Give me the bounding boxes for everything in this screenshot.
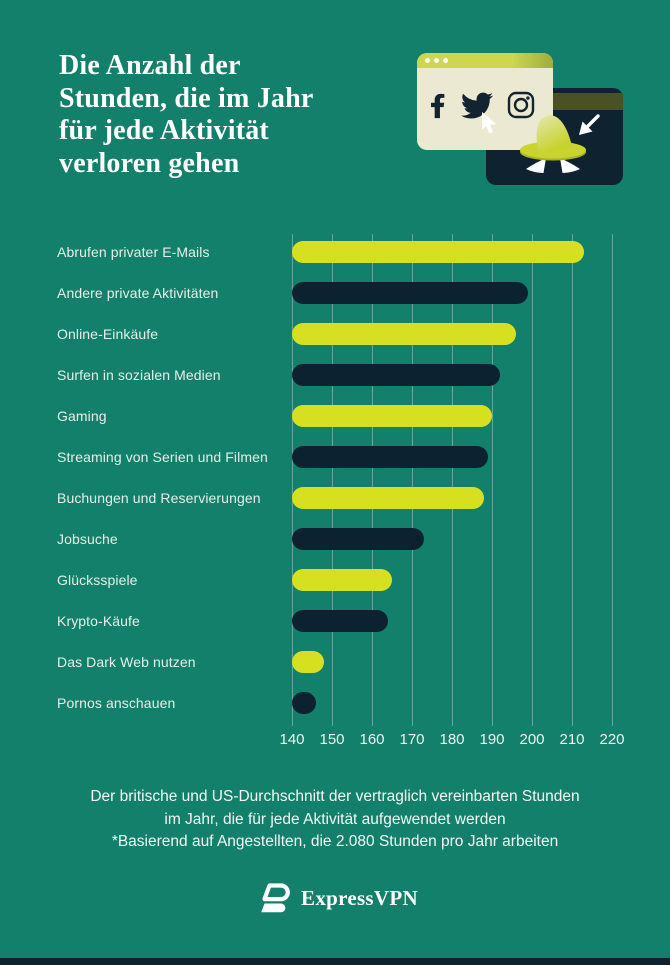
instagram-icon xyxy=(507,91,535,119)
spy-eyes-icon xyxy=(526,158,580,173)
category-label: Surfen in sozialen Medien xyxy=(57,367,221,383)
bar-8 xyxy=(292,528,424,550)
facebook-icon xyxy=(431,93,445,119)
gridline xyxy=(451,234,453,726)
category-label: Glücksspiele xyxy=(57,572,138,588)
spy-hat-icon xyxy=(520,115,586,161)
category-label: Jobsuche xyxy=(57,531,118,547)
caption-line: *Basierend auf Angestellten, die 2.080 S… xyxy=(111,833,559,850)
mouse-cursor-icon xyxy=(482,112,497,134)
title-line: für jede Aktivität xyxy=(59,115,269,146)
x-axis-tick-label: 140 xyxy=(279,731,305,748)
caption-line: im Jahr, die für jede Aktivität aufgewen… xyxy=(164,810,506,828)
category-label: Pornos anschauen xyxy=(57,695,176,711)
bar-10 xyxy=(292,610,388,632)
category-label: Abrufen privater E-Mails xyxy=(57,244,210,260)
gridline xyxy=(571,234,573,726)
caption-line: Der britische und US-Durchschnitt der ve… xyxy=(90,788,580,805)
browser-window xyxy=(417,53,553,150)
bar-11 xyxy=(292,651,324,673)
title-line: Die Anzahl der xyxy=(59,50,241,81)
gridline xyxy=(331,234,333,726)
window-dot xyxy=(425,58,430,63)
x-axis-tick-label: 170 xyxy=(399,731,425,748)
browser-topbar xyxy=(417,53,553,68)
category-label: Buchungen und Reservierungen xyxy=(57,490,261,506)
category-label: Gaming xyxy=(57,408,107,424)
bar-3 xyxy=(292,323,516,345)
brand-wordmark: ExpressVPN xyxy=(301,885,418,910)
title-line: verloren gehen xyxy=(59,147,240,179)
bottom-accent-bar xyxy=(0,958,670,965)
category-label: Krypto-Käufe xyxy=(57,613,140,629)
category-label: Das Dark Web nutzen xyxy=(57,654,196,670)
x-axis-tick-label: 200 xyxy=(519,731,545,748)
gridline xyxy=(411,234,413,726)
chart-caption: Der britische und US-Durchschnitt der ve… xyxy=(0,786,670,854)
gridline xyxy=(531,234,533,726)
twitter-icon xyxy=(461,92,493,119)
expressvpn-logo-icon xyxy=(261,883,290,913)
window-dot xyxy=(443,58,448,63)
gridline xyxy=(611,234,613,726)
x-axis-tick-label: 160 xyxy=(359,731,385,748)
bar-6 xyxy=(292,446,488,468)
category-label: Online-Einkäufe xyxy=(57,326,159,342)
gridline xyxy=(491,234,493,726)
bar-9 xyxy=(292,569,392,591)
x-axis-tick-label: 190 xyxy=(479,731,505,748)
bar-5 xyxy=(292,405,492,427)
social-icons-row xyxy=(430,90,535,120)
bar-2 xyxy=(292,282,528,304)
bar-1 xyxy=(292,241,584,263)
bar-12 xyxy=(292,692,316,714)
cursor-arrow-icon xyxy=(579,114,600,135)
x-axis-tick-label: 210 xyxy=(559,731,585,748)
gridline xyxy=(371,234,373,726)
bar-7 xyxy=(292,487,484,509)
category-label: Andere private Aktivitäten xyxy=(57,285,219,301)
x-axis-tick-label: 150 xyxy=(319,731,345,748)
window-dot xyxy=(434,58,439,63)
x-axis-tick-label: 180 xyxy=(439,731,465,748)
category-label: Streaming von Serien und Filmen xyxy=(57,449,268,465)
page-title: Die Anzahl der Stunden, die im Jahr für … xyxy=(59,50,314,180)
gridline xyxy=(291,234,293,726)
brand-footer: ExpressVPN xyxy=(0,882,670,914)
x-axis-tick-label: 220 xyxy=(599,731,625,748)
bar-4 xyxy=(292,364,500,386)
title-line: Stunden, die im Jahr xyxy=(59,82,314,114)
